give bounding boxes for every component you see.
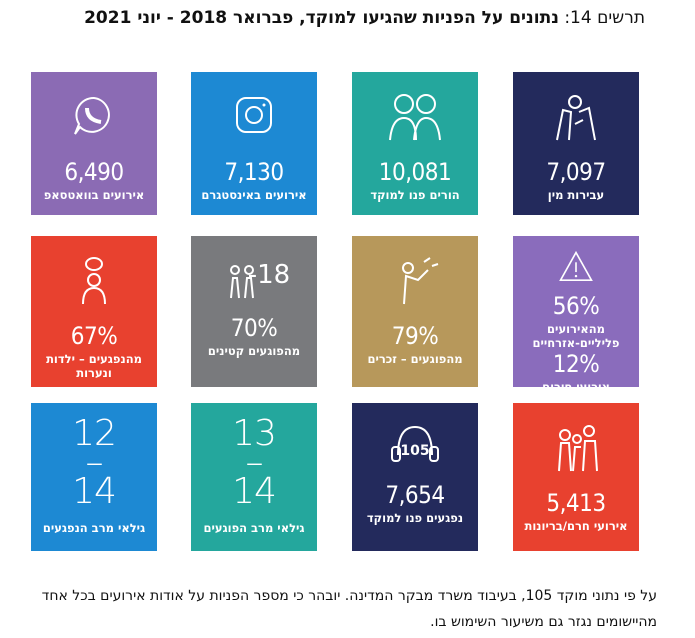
icon-text: 18- <box>247 260 291 290</box>
tile: 7,097 עבירות מין <box>513 72 639 215</box>
tile-content: 7,130 אירועים באינסטגרם <box>191 72 317 202</box>
tile-content: 56% מהאירועים פליליים-אזרחיים 12% אירועי חי… <box>513 236 639 394</box>
figure-title: נתונים על הפניות שהגיעו למוקד, פברואר 20… <box>84 8 559 28</box>
icon <box>559 250 593 282</box>
icon <box>230 265 254 299</box>
icon <box>391 425 439 462</box>
label: גילאי מרב הנפגעים <box>42 521 146 535</box>
icon <box>236 97 272 133</box>
value: 7,654 <box>385 481 445 509</box>
value: 56% <box>552 292 600 320</box>
label: אירועים באינסטגרם <box>201 188 307 202</box>
icon <box>556 95 596 141</box>
tile-content: 6,490 אירועים בוואטסאפ <box>31 72 157 202</box>
tile: 105 7,654 נפגעים פנו למוקד <box>352 403 478 551</box>
footnote: על פי נתוני מוקד 105, בעיבוד משרד מבקר ה… <box>41 588 657 630</box>
value: 70% <box>230 314 278 342</box>
tile-content: 67% מהנפגעים – ילדות ונערות <box>31 236 157 380</box>
range-dash: – <box>85 442 104 483</box>
tile-content: 18- 70% מהפוגעים קטינים <box>191 236 317 358</box>
label: מהאירועים פליליים-אזרחיים <box>532 322 620 350</box>
tile-content: 105 7,654 נפגעים פנו למוקד <box>352 403 478 525</box>
tile: 7,130 אירועים באינסטגרם <box>191 72 317 215</box>
tile: 10,081 הורים פנו למוקד <box>352 72 478 215</box>
icon-text: 105 <box>400 443 430 459</box>
value: 7,097 <box>546 158 606 186</box>
tile-content: 79% מהפוגעים – זכרים <box>352 236 478 366</box>
icon <box>82 257 106 305</box>
value: 79% <box>391 322 439 350</box>
tile-content: 5,413 אירועי חרם/בריונות <box>513 403 639 533</box>
label: אירועים בוואטסאפ <box>43 188 145 202</box>
tile-content: 7,097 עבירות מין <box>513 72 639 202</box>
tile-content: 13–14 גילאי מרב הפוגעים <box>191 403 317 536</box>
tile-content: 12–14 גילאי מרב הנפגעים <box>31 403 157 536</box>
icon <box>558 425 598 472</box>
label: מהפוגעים – זכרים <box>367 352 463 366</box>
label: מהפוגעים קטינים <box>207 344 301 358</box>
label: אירועי חרם/בריונות <box>524 519 628 533</box>
label: עבירות מין <box>547 188 605 202</box>
range-bottom: 14 <box>72 471 117 512</box>
label: מהנפגעים – ילדות ונערות <box>46 352 142 380</box>
label: נפגעים פנו למוקד <box>366 511 464 525</box>
range-top: 12 <box>72 413 117 454</box>
tile: 13–14 גילאי מרב הפוגעים <box>191 403 317 551</box>
tile: 12–14 גילאי מרב הנפגעים <box>31 403 157 551</box>
tile-content: 10,081 הורים פנו למוקד <box>352 72 478 202</box>
label: הורים פנו למוקד <box>370 188 460 202</box>
value: 5,413 <box>546 489 606 517</box>
value: 6,490 <box>64 158 124 186</box>
icon <box>402 257 439 305</box>
value: 7,130 <box>224 158 284 186</box>
label: אירועי חירום <box>542 380 610 394</box>
tile: 6,490 אירועים בוואטסאפ <box>31 72 157 215</box>
value: 12% <box>552 350 600 378</box>
icon <box>74 96 110 135</box>
range-dash: – <box>245 442 264 483</box>
figure-label: תרשים 14: <box>564 8 645 28</box>
icon <box>389 94 441 141</box>
tile: 5,413 אירועי חרם/בריונות <box>513 403 639 551</box>
value: 10,081 <box>378 158 452 186</box>
tile: 79% מהפוגעים – זכרים <box>352 236 478 387</box>
tile: 18- 70% מהפוגעים קטינים <box>191 236 317 387</box>
range-bottom: 14 <box>232 471 277 512</box>
label: גילאי מרב הפוגעים <box>203 521 305 535</box>
tile: 56% מהאירועים פליליים-אזרחיים 12% אירועי חי… <box>513 236 639 394</box>
value: 67% <box>70 322 118 350</box>
range-top: 13 <box>232 413 277 454</box>
tile: 67% מהנפגעים – ילדות ונערות <box>31 236 157 387</box>
header: תרשים 14: נתונים על הפניות שהגיעו למוקד,… <box>84 8 645 28</box>
